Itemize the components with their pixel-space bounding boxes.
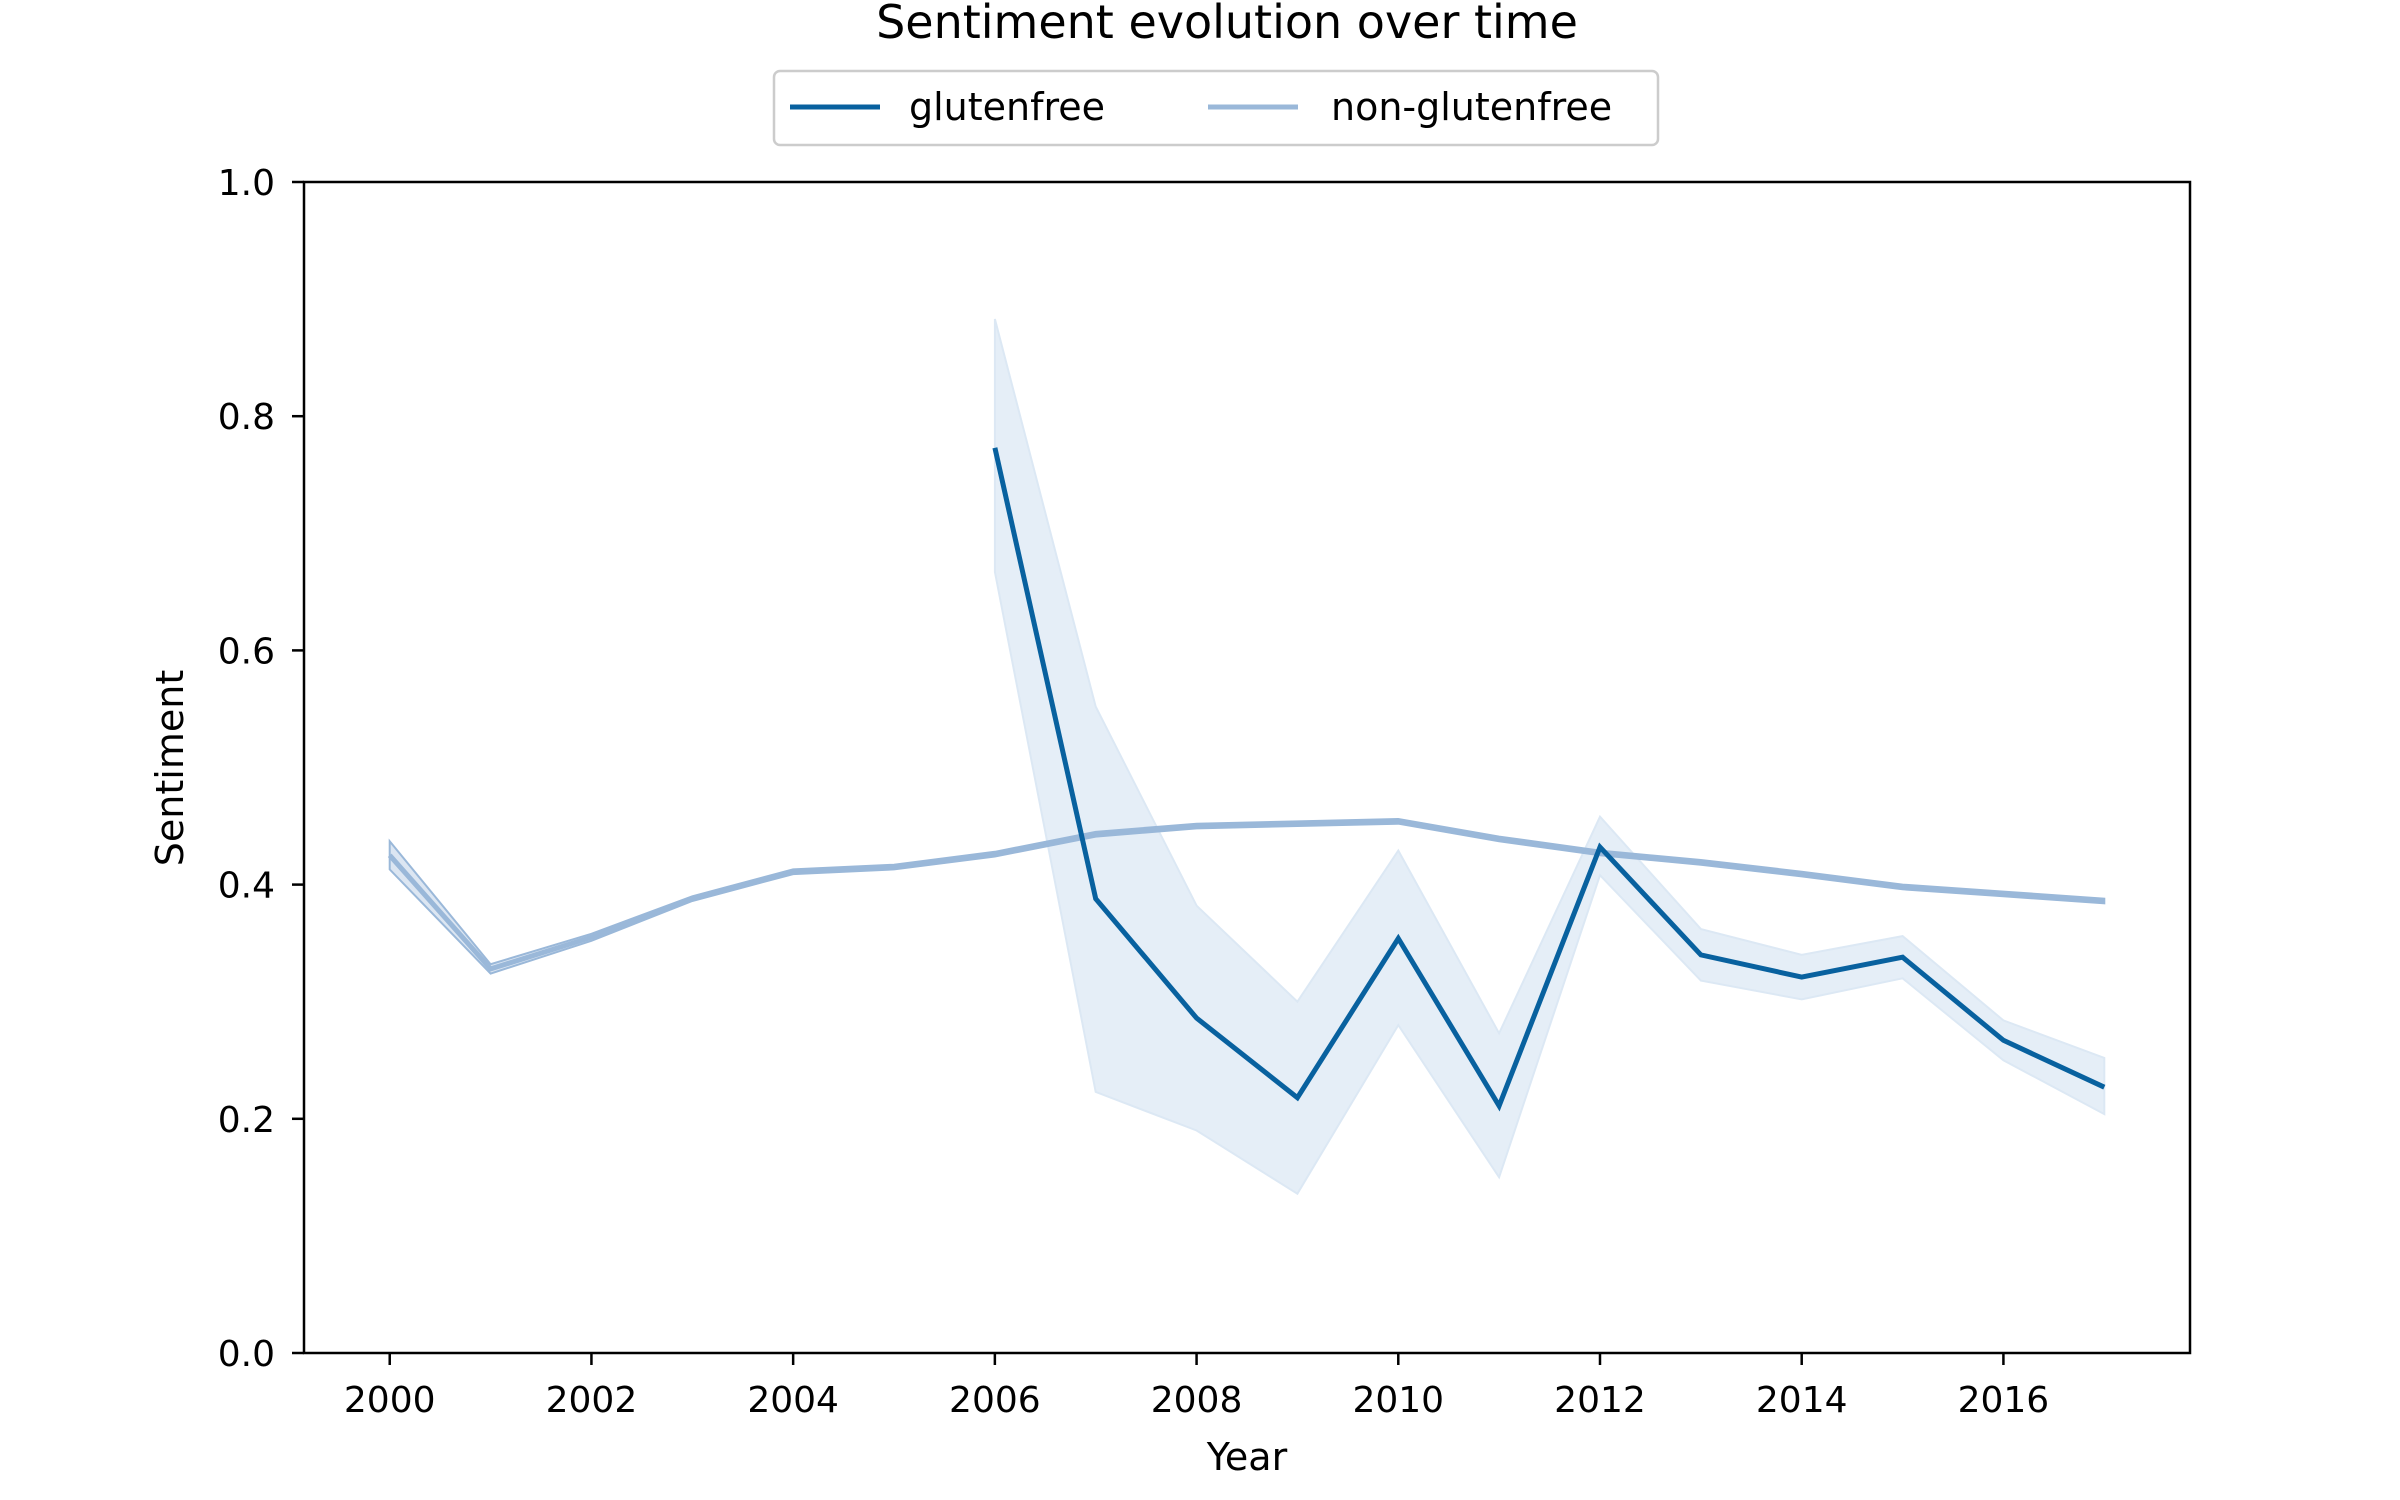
y-tick-label: 0.2 (218, 1100, 275, 1141)
y-axis: 0.0 0.2 0.4 0.6 0.8 1.0 (218, 163, 304, 1375)
x-tick-label: 2012 (1554, 1380, 1646, 1421)
x-tick-label: 2014 (1756, 1380, 1848, 1421)
x-tick-label: 2000 (344, 1380, 436, 1421)
series-lines (387, 447, 2106, 1112)
x-tick-label: 2010 (1352, 1380, 1444, 1421)
legend-label-non-glutenfree: non-glutenfree (1331, 85, 1612, 129)
legend: glutenfree non-glutenfree (772, 69, 1660, 147)
y-tick-label: 1.0 (218, 163, 275, 204)
y-axis-label: Sentiment (148, 670, 192, 866)
x-tick-label: 2002 (546, 1380, 638, 1421)
series-line-glutenfree (992, 447, 2106, 1112)
chart-title: Sentiment evolution over time (876, 0, 1578, 49)
y-tick-label: 0.4 (218, 866, 275, 907)
y-tick-label: 0.8 (218, 397, 275, 438)
x-axis-label: Year (1206, 1435, 1288, 1479)
confidence-band-glutenfree (993, 318, 2106, 1196)
y-tick-label: 0.0 (218, 1334, 275, 1375)
x-tick-label: 2016 (1958, 1380, 2050, 1421)
plot-frame (302, 180, 2192, 1355)
series-line-non-glutenfree (387, 818, 2105, 972)
x-axis: 2000 2002 2004 2006 2008 2010 2012 2014 2016 (344, 1353, 2049, 1421)
x-tick-label: 2004 (747, 1380, 839, 1421)
legend-label-glutenfree: glutenfree (909, 85, 1105, 129)
x-tick-label: 2006 (949, 1380, 1041, 1421)
y-tick-label: 0.6 (218, 631, 275, 672)
x-tick-label: 2008 (1151, 1380, 1243, 1421)
